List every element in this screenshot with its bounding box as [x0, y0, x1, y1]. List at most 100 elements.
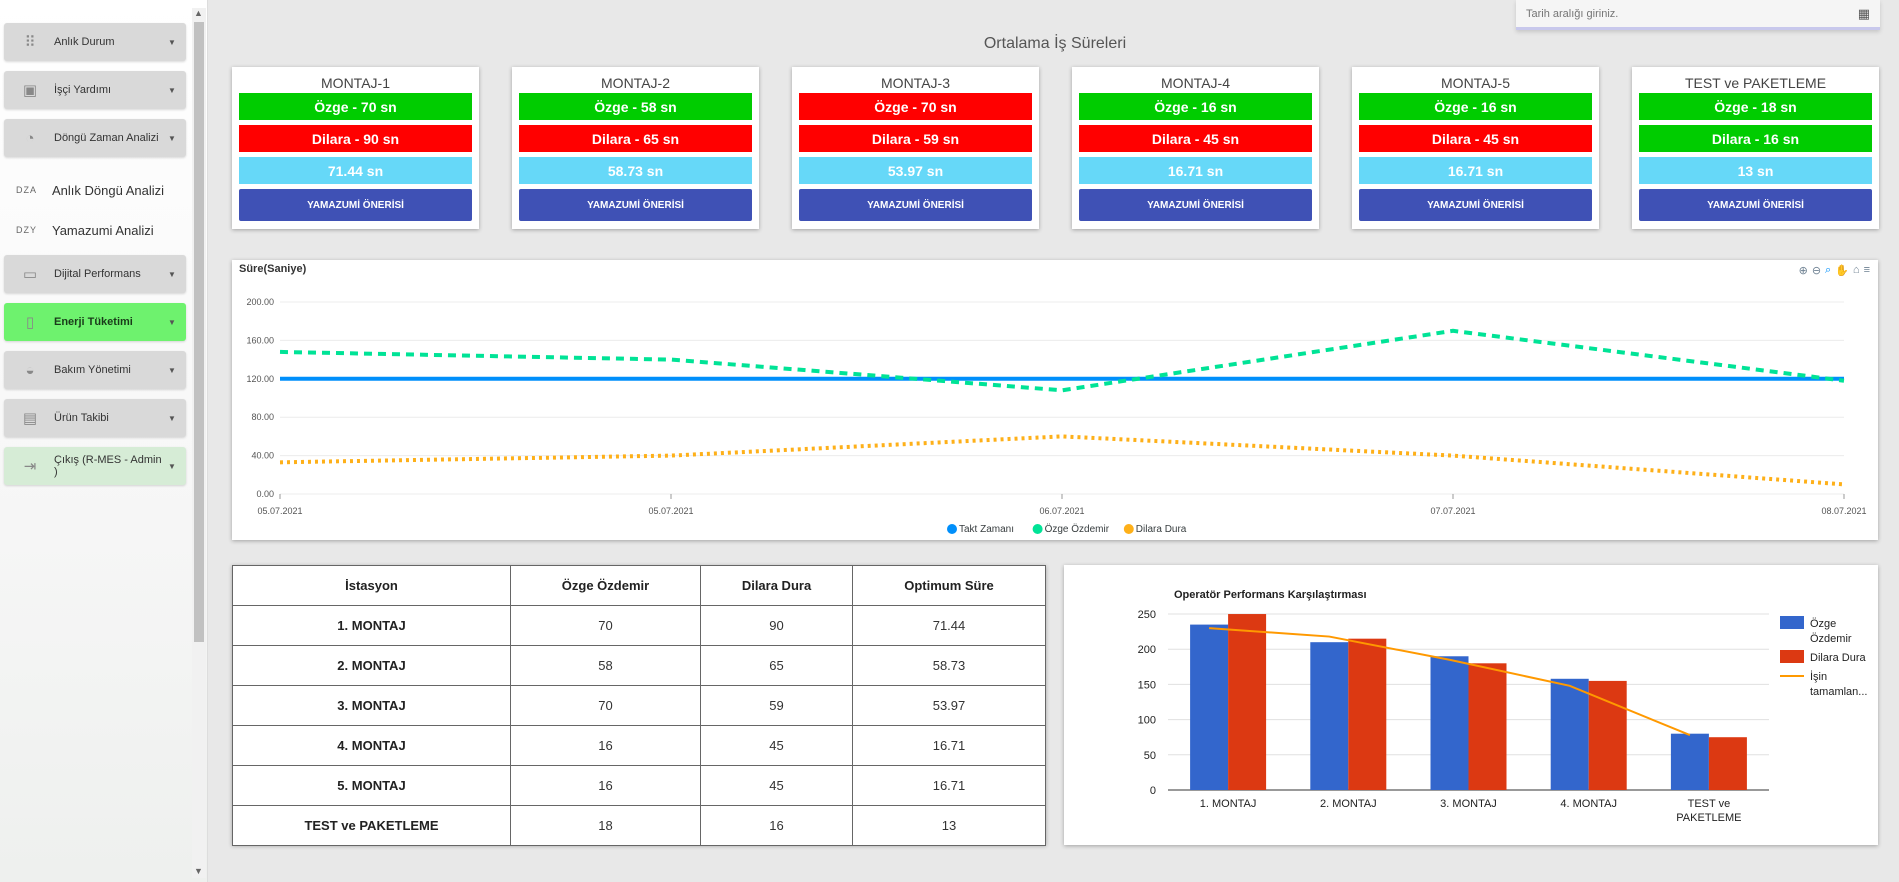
- sidebar-item-cikis[interactable]: ⇥ Çıkış (R-MES - Admin ) ▼: [4, 447, 186, 485]
- completion-line: [1209, 627, 1691, 737]
- sidebar-item-label: Anlık Durum: [54, 36, 115, 48]
- calendar-icon[interactable]: ▦: [1857, 5, 1870, 21]
- chart-title: Süre(Saniye): [239, 263, 307, 275]
- table-cell: 16: [510, 765, 701, 806]
- table-cell: 71.44: [852, 605, 1046, 646]
- date-range-field[interactable]: ▦: [1516, 0, 1880, 30]
- average-time-bar: 16.71 sn: [1359, 157, 1592, 184]
- caret-down-icon: ▼: [168, 133, 176, 143]
- zoom-select-icon[interactable]: ⌕: [1825, 264, 1832, 276]
- table-cell: 58.73: [852, 645, 1046, 686]
- line-chart-panel: Süre(Saniye) 0.00 40.00 80.00 120.00 160.00 20…: [232, 260, 1878, 540]
- dilara-time-bar: Dilara - 65 sn: [519, 125, 752, 152]
- legend-label: Dilara Dura: [1810, 652, 1867, 664]
- page-title: Ortalama İş Süreleri: [983, 35, 1127, 52]
- column-header: Özge Özdemir: [510, 565, 701, 606]
- bar: [1310, 642, 1349, 790]
- table-row: 2. MONTAJ 58 65 58.73: [232, 645, 1046, 686]
- y-tick-label: 50: [1144, 750, 1156, 762]
- x-tick-label: 06.07.2021: [1039, 506, 1084, 516]
- ozge-time-bar: Özge - 18 sn: [1639, 93, 1872, 120]
- sidebar-scrollbar[interactable]: ▲ ▼: [192, 8, 206, 878]
- x-tick-label: 05.07.2021: [648, 506, 693, 516]
- x-tick-label: TEST ve: [1688, 798, 1731, 810]
- bar: [1468, 663, 1507, 790]
- scroll-down-icon[interactable]: ▼: [194, 866, 203, 876]
- table-cell: 4. MONTAJ: [232, 725, 511, 766]
- sidebar-item-dongu-zaman-analizi[interactable]: ◔ Döngü Zaman Analizi ▼: [4, 119, 186, 157]
- table-cell: 45: [700, 765, 853, 806]
- sidebar-item-isci-yardimi[interactable]: ▣ İşçi Yardımı ▼: [4, 71, 186, 109]
- scrollbar-thumb[interactable]: [194, 22, 204, 642]
- sidebar-item-bakim-yonetimi[interactable]: ◒ Bakım Yönetimi ▼: [4, 351, 186, 389]
- legend-label: Takt Zamanı: [959, 524, 1014, 535]
- menu-icon[interactable]: ≡: [1863, 264, 1870, 276]
- table-cell: 53.97: [852, 685, 1046, 726]
- y-tick-label: 250: [1138, 609, 1156, 621]
- legend-marker: [1780, 650, 1804, 663]
- legend-label: Özge Özdemir: [1045, 523, 1110, 535]
- table-cell: 70: [510, 605, 701, 646]
- sidebar-item-enerji-tuketimi[interactable]: ▯ Enerji Tüketimi ▼: [4, 303, 186, 341]
- y-tick-label: 40.00: [251, 451, 274, 461]
- home-icon[interactable]: ⌂: [1852, 264, 1860, 276]
- bar: [1228, 614, 1267, 790]
- sidebar-item-dijital-performans[interactable]: ▭ Dijital Performans ▼: [4, 255, 186, 293]
- grid-icon: ⠿: [24, 34, 36, 51]
- zoom-out-icon[interactable]: ⊖: [1811, 265, 1822, 277]
- performance-table: İstasyon Özge Özdemir Dilara Dura Optimu…: [232, 565, 1046, 846]
- y-tick-label: 160.00: [246, 335, 274, 345]
- sidebar-item-label: Dijital Performans: [54, 268, 141, 280]
- average-time-bar: 53.97 sn: [799, 157, 1032, 184]
- series-line: [279, 328, 1845, 393]
- chart-title: Operatör Performans Karşılaştırması: [1174, 589, 1367, 601]
- ozge-time-bar: Özge - 70 sn: [239, 93, 472, 120]
- sidebar-item-label: Çıkış (R-MES - Admin ): [54, 454, 162, 478]
- sidebar-item-anlik-durum[interactable]: ⠿ Anlık Durum ▼: [4, 23, 186, 61]
- table-cell: 1. MONTAJ: [232, 605, 511, 646]
- ozge-time-bar: Özge - 70 sn: [799, 93, 1032, 120]
- table-cell: 59: [700, 685, 853, 726]
- station-name: MONTAJ-2: [601, 75, 670, 91]
- column-header: İstasyon: [232, 565, 511, 606]
- station-card: MONTAJ-5 Özge - 16 sn Dilara - 45 sn 16.…: [1352, 67, 1599, 229]
- legend-marker: [1123, 524, 1134, 534]
- ozge-time-bar: Özge - 16 sn: [1079, 93, 1312, 120]
- pan-icon[interactable]: ✋: [1835, 265, 1849, 277]
- legend-label: tamamlan...: [1810, 686, 1867, 698]
- table-row: TEST ve PAKETLEME 18 16 13: [232, 805, 1046, 846]
- station-card: MONTAJ-1 Özge - 70 sn Dilara - 90 sn 71.…: [232, 67, 479, 229]
- sidebar-subitem-label: Anlık Döngü Analizi: [52, 182, 165, 198]
- yamazumi-button[interactable]: YAMAZUMİ ÖNERİSİ: [519, 189, 752, 221]
- average-time-bar: 58.73 sn: [519, 157, 752, 184]
- table-cell: 65: [700, 645, 853, 686]
- sidebar-subitem-yamazumi-analizi[interactable]: DZY Yamazumi Analizi: [16, 220, 154, 240]
- yamazumi-button[interactable]: YAMAZUMİ ÖNERİSİ: [239, 189, 472, 221]
- table-cell: 16.71: [852, 725, 1046, 766]
- table-cell: 2. MONTAJ: [232, 645, 511, 686]
- x-tick-label: 4. MONTAJ: [1560, 798, 1617, 810]
- legend-label: İşin: [1810, 670, 1827, 683]
- yamazumi-button[interactable]: YAMAZUMİ ÖNERİSİ: [1639, 189, 1872, 221]
- yamazumi-button[interactable]: YAMAZUMİ ÖNERİSİ: [799, 189, 1032, 221]
- sidebar-item-urun-takibi[interactable]: ▤ Ürün Takibi ▼: [4, 399, 186, 437]
- date-range-input[interactable]: [1526, 7, 1858, 20]
- table-header-row: İstasyon Özge Özdemir Dilara Dura Optimu…: [232, 565, 1046, 606]
- bar-chart: Operatör Performans Karşılaştırması 0 50 10…: [1138, 589, 1868, 824]
- timer-icon: ◔: [25, 129, 35, 147]
- table-row: 1. MONTAJ 70 90 71.44: [232, 605, 1046, 646]
- zoom-in-icon[interactable]: ⊕: [1798, 265, 1808, 277]
- caret-down-icon: ▼: [168, 85, 176, 95]
- table-cell: 16: [700, 805, 853, 846]
- yamazumi-button[interactable]: YAMAZUMİ ÖNERİSİ: [1359, 189, 1592, 221]
- sidebar-subitem-anlik-dongu-analizi[interactable]: DZA Anlık Döngü Analizi: [16, 180, 164, 200]
- table-cell: 16: [510, 725, 701, 766]
- legend-marker: [947, 524, 957, 534]
- speedometer-icon: ◒: [25, 361, 35, 379]
- table-cell: TEST ve PAKETLEME: [232, 805, 511, 846]
- x-tick-label: 08.07.2021: [1821, 506, 1866, 516]
- sidebar-item-label: Ürün Takibi: [54, 412, 109, 424]
- monitor-icon: ▭: [22, 266, 38, 283]
- yamazumi-button[interactable]: YAMAZUMİ ÖNERİSİ: [1079, 189, 1312, 221]
- scroll-up-icon[interactable]: ▲: [194, 8, 203, 18]
